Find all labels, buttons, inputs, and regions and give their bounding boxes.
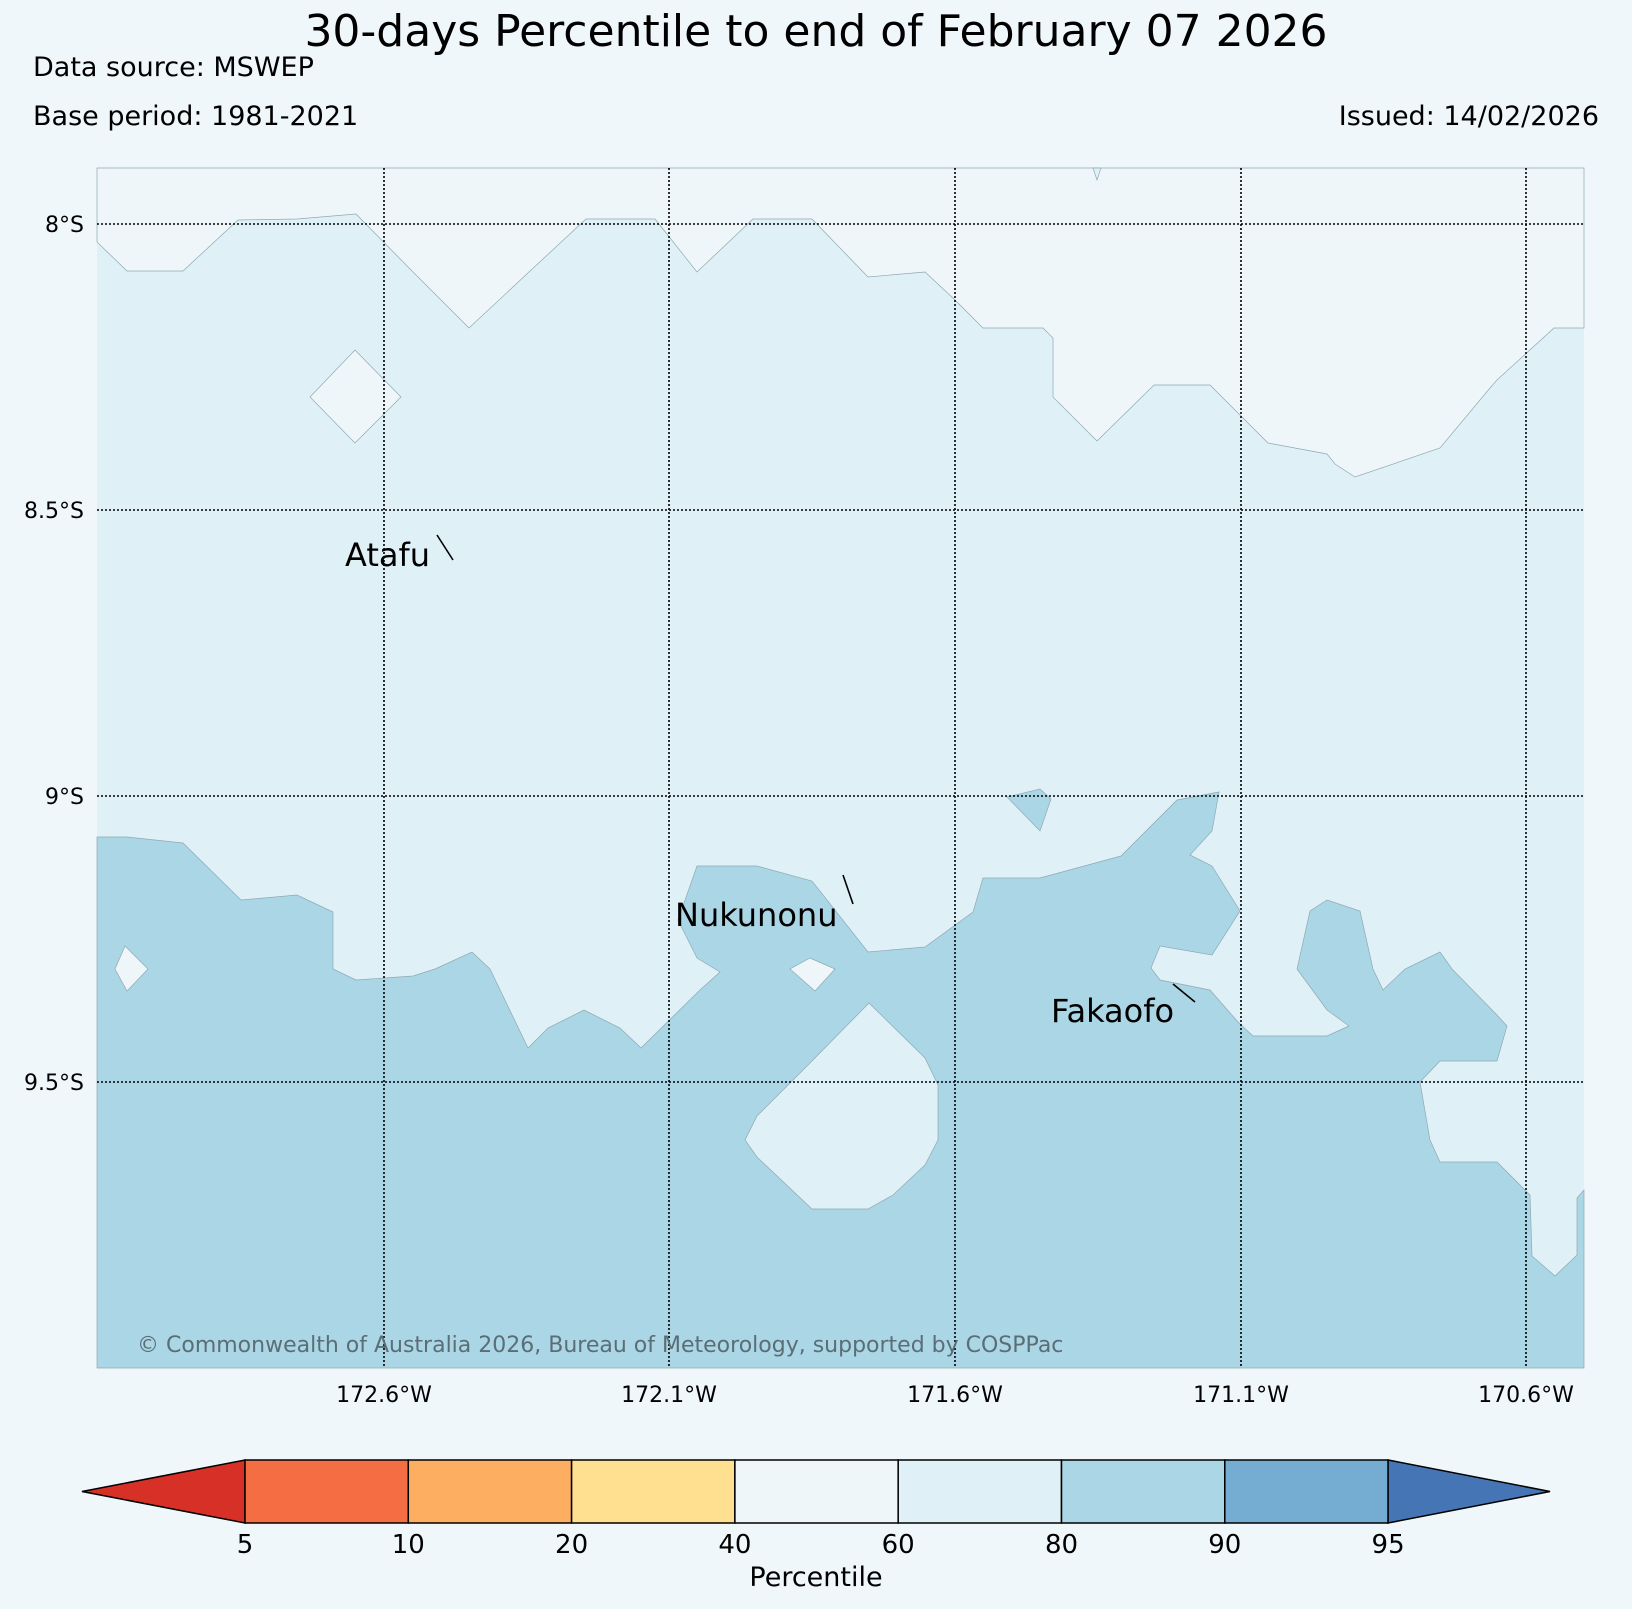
issued-date-label: Issued: 14/02/2026 [1338,101,1599,132]
lon-label: 172.1°W [621,1383,717,1408]
lat-label: 8.5°S [24,499,84,524]
colorbar-tick-label: 90 [1208,1530,1241,1560]
atafu-island-mark [436,534,454,561]
lat-label: 9°S [45,785,84,810]
island-markers [436,534,1196,1003]
colorbar-tick-label: 20 [555,1530,588,1560]
colorbar-extend-high [1387,1459,1551,1524]
place-label-fakaofo: Fakaofo [1051,992,1174,1030]
lat-label: 8°S [45,213,84,238]
lon-label: 171.1°W [1193,1383,1289,1408]
fakaofo-island-mark [1172,983,1196,1003]
colorbar-cell [734,1459,899,1524]
region-40-60-patch [309,349,402,444]
colorbar-tick-label: 5 [237,1530,254,1560]
copyright-notice: © Commonwealth of Australia 2026, Bureau… [137,1333,1063,1358]
lon-label: 171.6°W [907,1383,1003,1408]
region-top-notch [1092,167,1102,182]
nukunonu-island-mark [842,874,854,905]
colorbar-extend-low [81,1459,246,1524]
colorbar-tick-label: 10 [392,1530,425,1560]
lat-label: 9.5°S [24,1071,84,1096]
region-40-60-north [96,167,1585,478]
region-80-90-islet [1006,788,1052,832]
region-60-80-lake [744,1002,939,1210]
gridlines [97,168,1584,1368]
colorbar-title: Percentile [749,1562,882,1593]
colorbar-cell [407,1459,573,1524]
colorbar-cell [1224,1459,1389,1524]
base-period-label: Base period: 1981-2021 [33,101,359,132]
colorbar-cell [897,1459,1063,1524]
colorbar-cells [81,1459,1551,1524]
lon-label: 170.6°W [1478,1383,1574,1408]
map-title: 30-days Percentile to end of February 07… [304,6,1328,57]
colorbar-tick-label: 80 [1045,1530,1078,1560]
region-60-80-hole-center [789,957,836,992]
data-source-label: Data source: MSWEP [33,52,314,83]
colorbar-tick-label: 95 [1372,1530,1405,1560]
colorbar-cell [570,1459,736,1524]
lon-label: 172.6°W [336,1383,432,1408]
colorbar-cell [1060,1459,1226,1524]
colorbar-tick-label: 60 [882,1530,915,1560]
colorbar-cell [244,1459,410,1524]
place-label-nukunonu: Nukunonu [675,896,837,934]
place-label-atafu: Atafu [345,536,430,574]
region-60-80-hole-west [114,945,149,992]
colorbar-tick-label: 40 [718,1530,751,1560]
